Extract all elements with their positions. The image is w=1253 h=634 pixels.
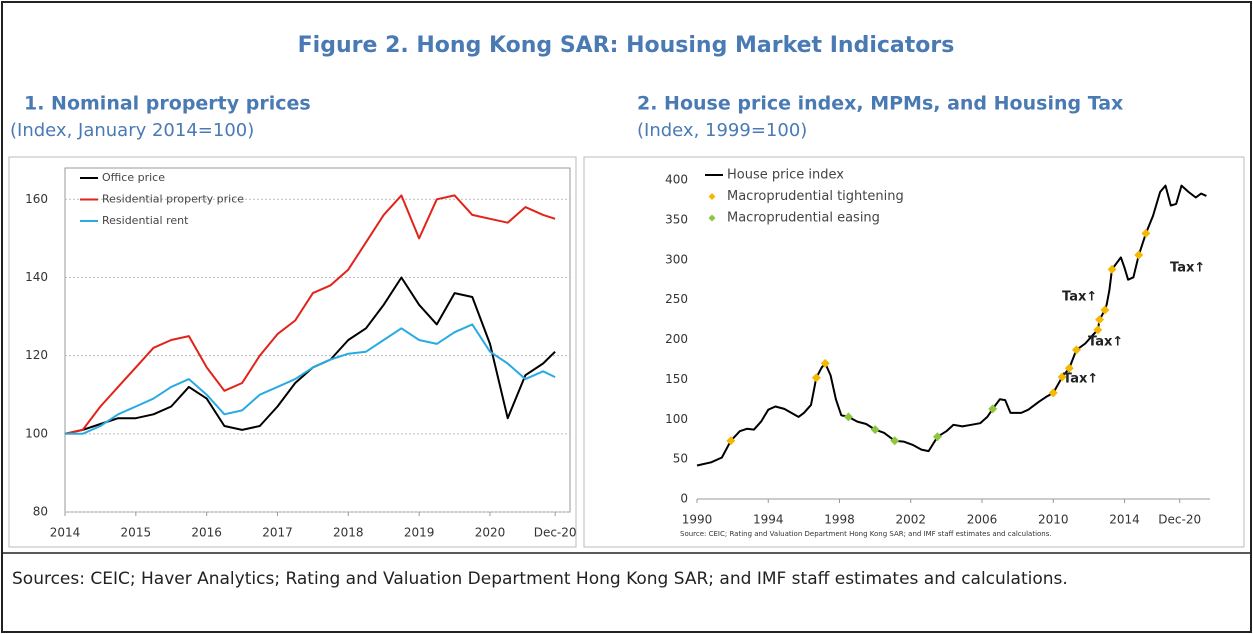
- y-tick-label: 140: [25, 270, 48, 284]
- x-tick-label: 2006: [967, 513, 998, 527]
- mpm-marker: [843, 412, 853, 422]
- panel-subtitle: (Index, January 2014=100): [10, 120, 254, 141]
- legend-label: House price index: [727, 168, 844, 183]
- y-tick-label: 50: [673, 452, 688, 466]
- mpm-marker: [726, 436, 736, 446]
- mpm-marker: [870, 425, 880, 435]
- x-tick-label: 1990: [682, 513, 713, 527]
- panel-title: 1. Nominal property prices: [24, 93, 311, 115]
- x-tick-label: 2016: [191, 526, 222, 540]
- series-line: [65, 323, 556, 435]
- y-tick-label: 400: [665, 173, 688, 187]
- x-tick-label: 2010: [1038, 513, 1069, 527]
- source-note: Source: CEIC; Rating and Valuation Depar…: [680, 530, 1052, 538]
- legend-label: Residential rent: [102, 214, 189, 227]
- x-tick-label: Dec-20: [1158, 513, 1201, 527]
- annotation: Tax↑: [1062, 290, 1097, 305]
- annotation: Tax↑: [1088, 335, 1123, 350]
- x-tick-label: 2020: [475, 526, 506, 540]
- mpm-marker: [1134, 250, 1144, 260]
- mpm-marker: [1100, 305, 1110, 315]
- y-tick-label: 250: [665, 292, 688, 306]
- y-tick-label: 150: [665, 372, 688, 386]
- mpm-marker: [890, 436, 900, 446]
- mpm-marker: [1107, 264, 1117, 274]
- x-tick-label: 2017: [262, 526, 293, 540]
- x-tick-label: Dec-20: [534, 526, 577, 540]
- y-tick-label: 100: [665, 412, 688, 426]
- x-tick-label: 1994: [753, 513, 784, 527]
- legend-label: Macroprudential tightening: [727, 189, 904, 204]
- series-line: [696, 184, 1207, 467]
- series-line: [64, 194, 556, 435]
- mpm-marker: [1095, 315, 1105, 325]
- panel-title: 2. House price index, MPMs, and Housing …: [637, 93, 1123, 115]
- mpm-marker: [811, 373, 821, 383]
- mpm-marker: [932, 432, 942, 442]
- annotation: Tax↑: [1170, 261, 1205, 276]
- legend-label: Office price: [102, 171, 165, 184]
- mpm-marker: [1071, 345, 1081, 355]
- mpm-marker: [988, 404, 998, 414]
- mpm-marker: [1141, 228, 1151, 238]
- figure-title: Figure 2. Hong Kong SAR: Housing Market …: [298, 33, 955, 58]
- panel-frame: [583, 156, 1245, 548]
- panel-subtitle: (Index, 1999=100): [637, 120, 807, 141]
- legend-marker: [708, 214, 716, 222]
- annotation: Tax↑: [1063, 372, 1098, 387]
- y-tick-label: 0: [680, 492, 688, 506]
- panel-frame: [8, 156, 577, 548]
- legend-label: Residential property price: [102, 193, 244, 206]
- y-tick-label: 100: [25, 426, 48, 440]
- mpm-marker: [1057, 372, 1067, 382]
- mpm-marker: [1048, 388, 1058, 398]
- x-tick-label: 1998: [824, 513, 855, 527]
- x-tick-label: 2014: [1109, 513, 1140, 527]
- y-tick-label: 120: [25, 348, 48, 362]
- sources: Sources: CEIC; Haver Analytics; Rating a…: [12, 569, 1068, 589]
- legend-label: Macroprudential easing: [727, 211, 880, 226]
- y-tick-label: 80: [33, 505, 48, 519]
- x-tick-label: 2014: [50, 526, 81, 540]
- x-tick-label: 2002: [895, 513, 926, 527]
- y-tick-label: 350: [665, 212, 688, 226]
- y-tick-label: 300: [665, 252, 688, 266]
- legend-marker: [708, 193, 716, 200]
- mpm-marker: [1093, 325, 1103, 335]
- y-tick-label: 200: [665, 332, 688, 346]
- mpm-marker: [1064, 363, 1074, 373]
- x-tick-label: 2019: [404, 526, 435, 540]
- x-tick-label: 2018: [333, 526, 364, 540]
- x-tick-label: 2015: [121, 526, 152, 540]
- mpm-marker: [820, 358, 830, 368]
- y-tick-label: 160: [25, 192, 48, 206]
